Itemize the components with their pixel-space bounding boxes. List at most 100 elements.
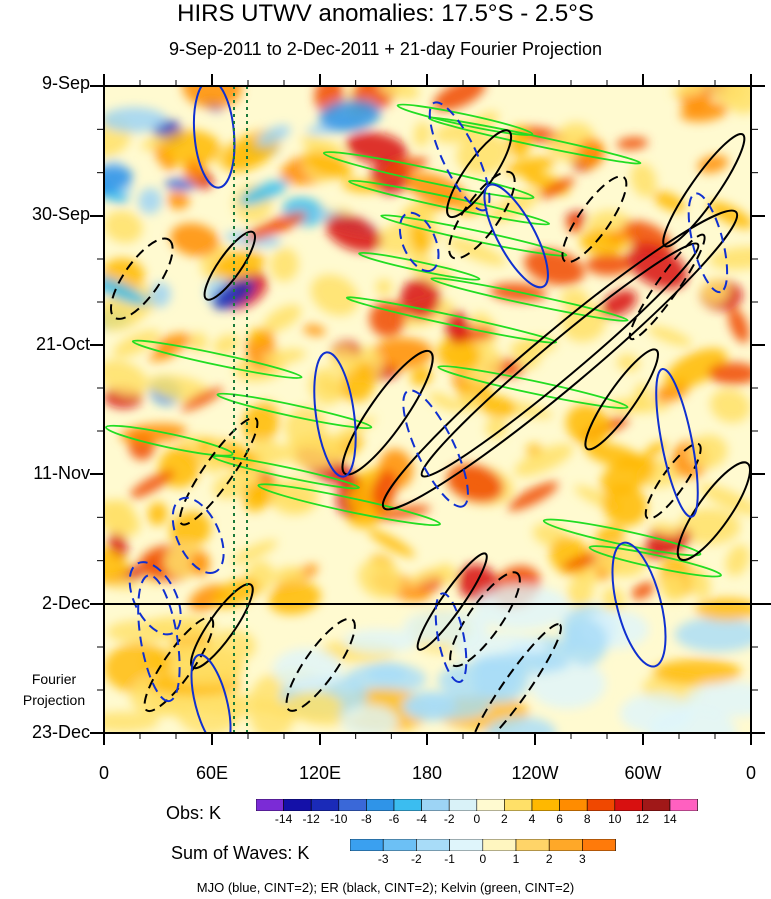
- projection-patch: [620, 693, 694, 733]
- projection-patch: [366, 662, 409, 684]
- x-tick-label: 180: [411, 763, 443, 783]
- anomaly-patch: [485, 417, 508, 439]
- obs-colorbar: [256, 799, 698, 811]
- anomaly-patch: [148, 282, 171, 308]
- anomaly-patch: [318, 99, 381, 132]
- anomaly-patch: [309, 367, 344, 405]
- anomaly-patch: [664, 348, 727, 389]
- x-tick-label: 0: [745, 763, 756, 783]
- anomaly-patch: [631, 582, 655, 600]
- chart-title: HIRS UTWV anomalies: 17.5°S - 2.5°S: [177, 0, 594, 27]
- anomaly-patch: [723, 86, 751, 114]
- colorbar-tick-label: 10: [608, 812, 622, 826]
- sow-colorbar-label: Sum of Waves: K: [171, 843, 310, 863]
- anomaly-patch: [303, 152, 353, 179]
- colorbar-swatch: [586, 799, 616, 811]
- colorbar-tick-label: -6: [388, 812, 400, 826]
- colorbar-tick-label: -3: [377, 852, 389, 866]
- y-tick-label: 9-Sep: [41, 73, 90, 93]
- anomaly-patch: [270, 248, 299, 282]
- contour-line: [398, 211, 440, 273]
- colorbar-swatch: [614, 799, 643, 811]
- colorbar-swatch: [382, 839, 417, 851]
- colorbar-tick-label: 4: [528, 812, 536, 826]
- anomaly-patch: [728, 307, 750, 343]
- anomaly-patch: [213, 334, 240, 355]
- anomaly-patch: [697, 155, 729, 174]
- colorbar-tick-label: -14: [274, 812, 293, 826]
- colorbar-tick-label: 0: [479, 852, 487, 866]
- x-tick-label: 120W: [511, 763, 559, 783]
- colorbar-swatch: [669, 799, 698, 811]
- contour-line: [611, 541, 667, 668]
- anomaly-patch: [413, 121, 430, 147]
- contour-line: [171, 496, 225, 575]
- contour-line: [109, 237, 174, 320]
- colorbar-tick-label: -2: [411, 852, 422, 866]
- colorbar-swatch: [476, 799, 505, 811]
- anomaly-patch: [616, 354, 641, 372]
- projection-patch: [282, 691, 343, 722]
- anomaly-patch: [263, 304, 302, 332]
- projection-patch: [272, 648, 343, 692]
- anomaly-patch: [567, 576, 594, 608]
- anomaly-patch: [644, 441, 667, 457]
- anomaly-patch: [602, 484, 648, 527]
- anomaly-patch: [425, 267, 453, 286]
- colorbar-tick-label: -8: [361, 812, 372, 826]
- anomaly-patch: [371, 470, 398, 510]
- colorbar-tick-label: 3: [579, 852, 586, 866]
- anomaly-patch: [104, 359, 149, 397]
- colorbar-swatch: [350, 839, 384, 851]
- colorbar-swatch: [548, 839, 583, 851]
- colorbar-tick-label: 12: [635, 812, 650, 826]
- anomaly-patch: [446, 464, 504, 503]
- anomaly-patch: [565, 404, 611, 446]
- contour-line: [655, 367, 699, 518]
- anomaly-patch: [456, 133, 510, 175]
- contour-line: [203, 230, 256, 301]
- contour-legend-footer: MJO (blue, CINT=2); ER (black, CINT=2); …: [196, 880, 575, 895]
- anomaly-patch: [445, 311, 471, 344]
- anomaly-patch: [170, 223, 220, 257]
- colorbar-swatch: [531, 799, 560, 811]
- anomaly-patch: [147, 502, 168, 526]
- colorbar-tick-label: 0: [473, 812, 481, 826]
- colorbar-swatch: [338, 799, 367, 811]
- anomaly-patch: [367, 528, 415, 558]
- contour-line: [483, 183, 549, 289]
- colorbar-swatch: [393, 799, 422, 811]
- anomaly-patch: [647, 326, 692, 347]
- x-tick-label: 0: [98, 763, 109, 783]
- anomaly-patch: [616, 137, 649, 150]
- anomaly-patch: [641, 528, 692, 560]
- colorbar-swatch: [448, 799, 478, 811]
- anomaly-patch: [244, 212, 308, 241]
- anomaly-patch: [325, 214, 382, 252]
- colorbar-swatch: [283, 799, 312, 811]
- anomaly-patch: [250, 328, 267, 344]
- y-tick-label: 2-Dec: [41, 593, 90, 613]
- colorbar-tick-label: -10: [330, 812, 348, 826]
- wave-contours: [105, 86, 751, 733]
- contour-line: [313, 351, 357, 478]
- anomaly-patch: [514, 444, 574, 477]
- projection-patch: [485, 716, 557, 733]
- anomaly-patch: [231, 539, 278, 564]
- x-tick-label: 60W: [624, 763, 662, 783]
- anomaly-patch: [190, 550, 210, 577]
- anomaly-patch: [405, 565, 452, 586]
- chart-subtitle: 9-Sep-2011 to 2-Dec-2011 + 21-day Fourie…: [168, 39, 603, 59]
- contour-line: [212, 455, 360, 490]
- anomaly-patch: [446, 237, 506, 266]
- anomaly-patch: [323, 416, 376, 448]
- anomaly-patch: [505, 156, 556, 175]
- y-tick-label: 21-Oct: [35, 334, 90, 354]
- projection-patch: [471, 652, 571, 675]
- colorbar-swatch: [366, 799, 395, 811]
- anomaly-patch: [382, 157, 428, 176]
- contour-line: [345, 296, 558, 344]
- anomaly-patch: [437, 336, 481, 372]
- colorbar-tick-label: 8: [583, 812, 591, 826]
- contour-line: [676, 461, 751, 562]
